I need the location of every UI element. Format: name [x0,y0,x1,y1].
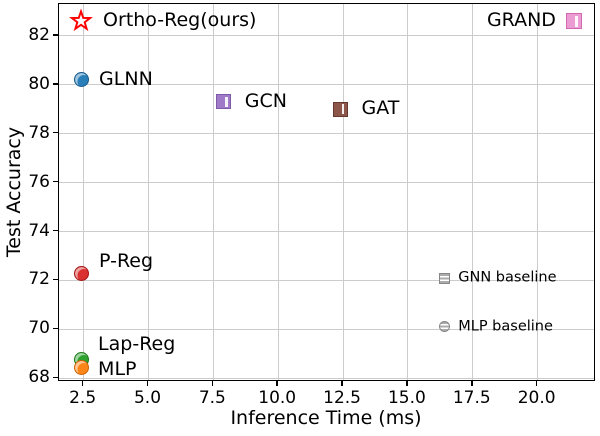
y-gridline [59,377,594,379]
y-tick-mark [53,278,58,281]
x-tick-label: 20.0 [517,388,556,408]
x-tick-mark [470,381,473,386]
point-label-gnn-baseline: GNN baseline [458,269,557,286]
y-gridline [59,328,594,330]
point-label-p-reg: P-Reg [99,250,154,273]
point-label-grand: GRAND [486,9,556,32]
y-gridline [59,279,594,281]
x-tick-mark [276,381,278,386]
x-tick-label: 10.0 [258,388,297,408]
y-tick-label: 78 [28,122,50,143]
x-tick-mark [406,381,408,386]
x-tick-label: 7.5 [198,388,226,408]
y-tick-label: 70 [28,318,50,339]
y-axis-title: Test Accuracy [3,126,25,258]
marker-hatch-stripe [341,104,345,115]
x-gridline [277,4,279,380]
point-label-mlp-baseline: MLP baseline [458,318,553,335]
point-label-gcn: GCN [244,89,287,112]
y-gridline [59,84,594,86]
x-gridline [472,4,474,380]
x-tick-mark [81,381,84,386]
data-point-mlp-baseline [438,321,450,333]
y-gridline [59,133,594,135]
y-tick-label: 74 [28,220,50,241]
x-tick-mark [146,381,149,386]
y-tick-label: 76 [28,171,50,192]
x-gridline [342,4,344,380]
y-tick-mark [53,131,58,134]
x-gridline [212,4,214,380]
y-gridline [59,182,594,184]
data-point-gat [332,101,348,117]
y-gridline [59,231,594,233]
y-tick-label: 72 [28,269,50,290]
point-label-lap-reg: Lap-Reg [98,333,176,355]
x-tick-mark [535,381,538,386]
x-tick-label: 2.5 [69,388,97,408]
x-tick-mark [211,381,214,386]
y-tick-label: 80 [28,73,50,94]
x-gridline [83,4,85,380]
y-tick-mark [53,34,58,36]
data-point-glnn [73,72,89,88]
plot-area: Ortho-Reg(ours) GLNN GCN GAT GRAND P-Reg Lap-R… [58,3,595,381]
x-axis-title: Inference Time (ms) [230,407,422,429]
point-label-gat: GAT [361,97,400,120]
y-tick-mark [53,229,58,232]
data-point-gcn [216,94,232,110]
y-tick-label: 68 [28,367,50,388]
data-point-ortho-reg-star-icon [69,8,93,32]
data-point-p-reg [73,265,89,281]
x-gridline [537,4,539,380]
y-tick-mark [53,376,58,379]
data-point-mlp [73,359,89,375]
marker-hatch-stripe [575,15,578,27]
x-tick-label: 15.0 [387,388,426,408]
data-point-gnn-baseline [438,272,450,284]
y-tick-mark [53,82,58,85]
y-tick-mark [53,180,58,183]
point-label-mlp: MLP [98,358,137,381]
y-gridline [59,35,594,37]
y-tick-label: 82 [28,24,50,45]
x-tick-label: 5.0 [133,388,162,408]
x-tick-label: 17.5 [452,388,491,408]
x-gridline [407,4,409,380]
point-label-glnn: GLNN [99,67,153,90]
y-tick-mark [53,327,58,330]
x-tick-label: 12.5 [323,388,361,408]
data-point-grand [565,13,582,30]
x-tick-mark [341,381,343,386]
x-gridline [148,4,149,380]
marker-hatch-stripe [225,96,228,108]
point-label-ortho-reg: Ortho-Reg(ours) [103,9,257,32]
